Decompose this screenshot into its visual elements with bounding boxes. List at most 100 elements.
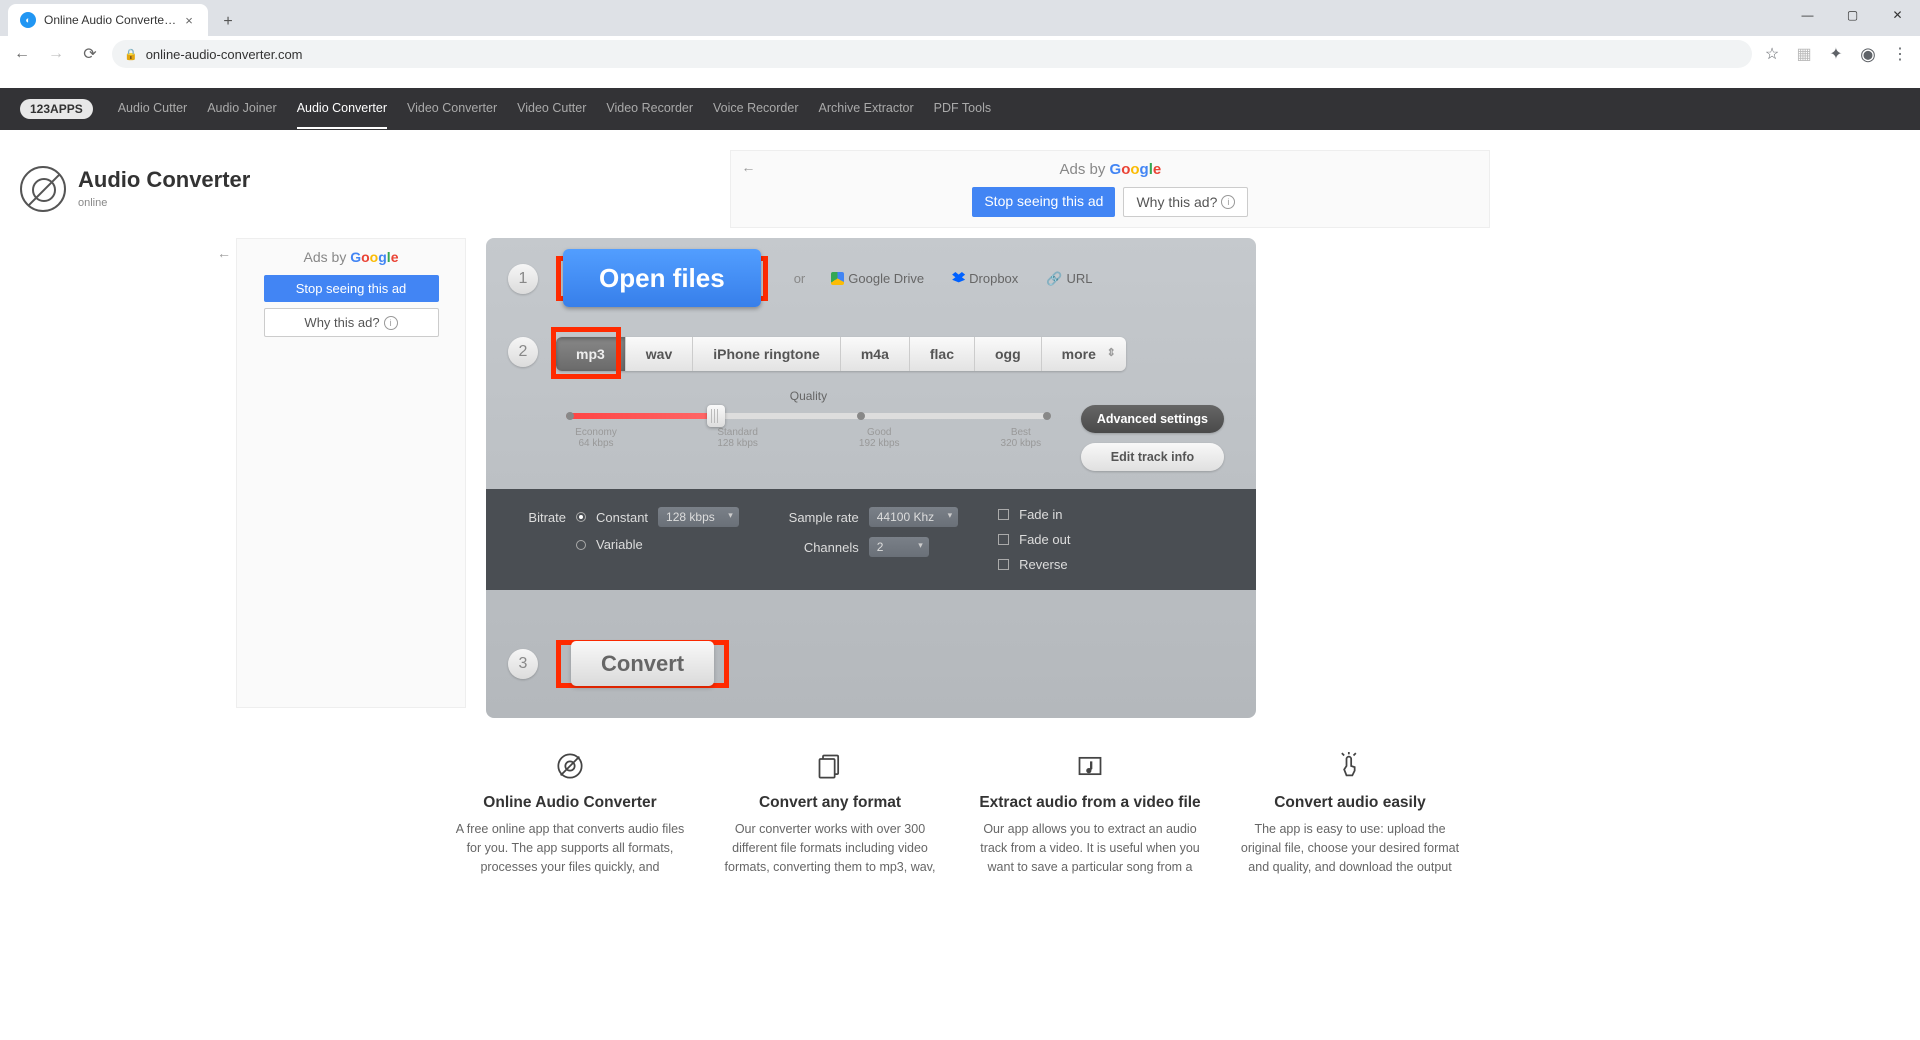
info-icon: i [1221,195,1235,209]
app-subtitle: online [78,197,107,209]
format-tab-flac[interactable]: flac [910,337,975,371]
sample-rate-select[interactable]: 44100 Khz [869,507,958,527]
extension-icon[interactable]: ▦ [1794,44,1814,64]
site-nav: 123APPS Audio Cutter Audio Joiner Audio … [0,88,1920,130]
nav-link-active[interactable]: Audio Converter [297,89,387,129]
stop-ad-button[interactable]: Stop seeing this ad [264,275,439,302]
format-tabs: mp3 wav iPhone ringtone m4a flac ogg mor… [556,337,1126,371]
why-ad-button[interactable]: Why this ad?i [1123,187,1248,217]
format-tab-ogg[interactable]: ogg [975,337,1042,371]
feature-format-icon [715,748,945,784]
format-tab-iphone[interactable]: iPhone ringtone [693,337,841,371]
brand-logo[interactable]: 123APPS [20,99,93,119]
step-number: 1 [508,264,538,294]
nav-link[interactable]: Audio Joiner [207,89,277,129]
star-icon[interactable]: ☆ [1762,44,1782,64]
slider-fill [566,413,711,419]
tab-close-icon[interactable]: × [182,13,196,27]
advanced-settings-button[interactable]: Advanced settings [1081,405,1224,433]
nav-link[interactable]: Video Cutter [517,89,586,129]
format-tab-wav[interactable]: wav [626,337,693,371]
url-field[interactable]: 🔒 online-audio-converter.com [112,40,1752,68]
close-ad-icon[interactable]: ← [217,245,231,261]
url-link[interactable]: 🔗URL [1046,271,1092,287]
channels-label: Channels [779,540,859,555]
google-drive-icon [831,272,844,285]
browser-chrome: ◐ Online Audio Converter - Conve × + — ▢… [0,0,1920,88]
extensions-icon[interactable]: ✦ [1826,44,1846,64]
address-bar: ← → ⟳ 🔒 online-audio-converter.com ☆ ▦ ✦… [0,36,1920,72]
feature-easy-icon [1235,748,1465,784]
tick-good: Good192 kbps [849,427,909,449]
feature-card: Online Audio Converter A free online app… [455,748,685,876]
tab-bar: ◐ Online Audio Converter - Conve × + — ▢… [0,0,1920,36]
close-window-button[interactable]: ✕ [1875,0,1920,30]
channels-select[interactable]: 2 [869,537,929,557]
menu-icon[interactable]: ⋮ [1890,44,1910,64]
fade-in-checkbox[interactable] [998,509,1009,520]
side-ad-block: ← Ads by Google Stop seeing this ad Why … [236,238,466,708]
quality-label: Quality [566,389,1051,403]
feature-extract-icon [975,748,1205,784]
why-ad-button[interactable]: Why this ad?i [264,308,439,337]
reload-button[interactable]: ⟳ [78,42,102,66]
bitrate-variable-label: Variable [596,537,643,552]
bitrate-constant-label: Constant [596,510,648,525]
tab-title: Online Audio Converter - Conve [44,13,178,27]
nav-link[interactable]: PDF Tools [934,89,991,129]
reverse-label: Reverse [1019,557,1067,572]
forward-button[interactable]: → [44,42,68,66]
fade-out-checkbox[interactable] [998,534,1009,545]
reverse-checkbox[interactable] [998,559,1009,570]
slider-tick-icon [1043,412,1051,420]
bitrate-select[interactable]: 128 kbps [658,507,739,527]
tick-economy: Economy64 kbps [566,427,626,449]
close-ad-icon[interactable]: ← [741,159,755,175]
bitrate-label: Bitrate [516,510,566,525]
link-icon: 🔗 [1046,271,1062,287]
quality-slider[interactable] [566,413,1051,419]
maximize-button[interactable]: ▢ [1830,0,1875,30]
app-logo-icon [20,166,66,212]
tick-standard: Standard128 kbps [708,427,768,449]
slider-tick-icon [566,412,574,420]
ad-label: Ads by Google [247,249,455,267]
feature-audio-icon [455,748,685,784]
feature-card: Convert any format Our converter works w… [715,748,945,876]
tick-best: Best320 kbps [991,427,1051,449]
lock-icon: 🔒 [124,48,138,61]
nav-link[interactable]: Archive Extractor [819,89,914,129]
open-files-button[interactable]: Open files [563,249,761,307]
feature-title: Extract audio from a video file [975,794,1205,812]
browser-tab[interactable]: ◐ Online Audio Converter - Conve × [8,4,208,36]
nav-link[interactable]: Video Converter [407,89,497,129]
fade-out-label: Fade out [1019,532,1070,547]
content-scroll-area[interactable]: Audio Converter online ← Ads by Google S… [0,130,1920,1040]
back-button[interactable]: ← [10,42,34,66]
step-number: 2 [508,337,538,367]
stop-ad-button[interactable]: Stop seeing this ad [972,187,1115,217]
bitrate-constant-radio[interactable] [576,512,586,522]
format-tab-m4a[interactable]: m4a [841,337,910,371]
format-tab-mp3[interactable]: mp3 [556,337,626,371]
convert-button[interactable]: Convert [571,641,714,686]
profile-icon[interactable]: ◉ [1858,44,1878,64]
slider-tick-icon [857,412,865,420]
slider-handle[interactable] [707,405,725,427]
nav-link[interactable]: Video Recorder [606,89,693,129]
dropbox-link[interactable]: Dropbox [952,271,1018,286]
bitrate-variable-radio[interactable] [576,540,586,550]
sample-rate-label: Sample rate [779,510,859,525]
feature-title: Convert audio easily [1235,794,1465,812]
nav-link[interactable]: Voice Recorder [713,89,798,129]
feature-desc: Our converter works with over 300 differ… [715,820,945,876]
google-drive-link[interactable]: Google Drive [831,271,924,286]
features-row: Online Audio Converter A free online app… [0,718,1920,876]
dropbox-icon [952,272,965,285]
nav-link[interactable]: Audio Cutter [118,89,187,129]
minimize-button[interactable]: — [1785,0,1830,30]
format-tab-more[interactable]: more [1042,337,1126,371]
new-tab-button[interactable]: + [214,8,242,36]
edit-track-info-button[interactable]: Edit track info [1081,443,1224,471]
converter-panel: 1 Open files or Google Drive Dropbox 🔗UR… [486,238,1256,718]
